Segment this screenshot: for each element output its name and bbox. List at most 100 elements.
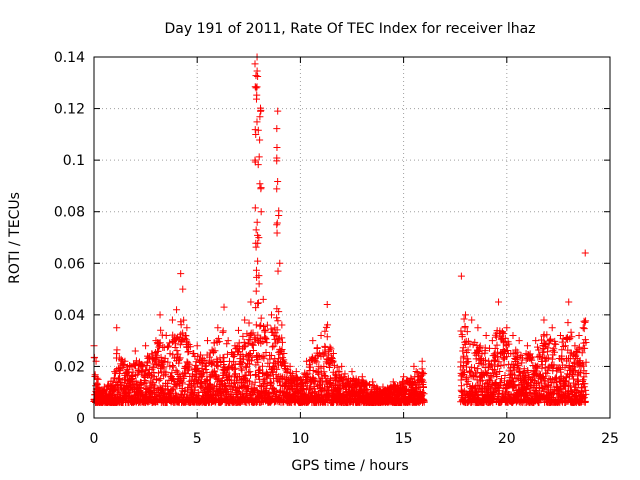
data-point [571,366,579,374]
data-point-spike [252,84,260,92]
data-point [174,350,182,358]
data-point [495,358,503,366]
data-point-spike [253,118,261,126]
data-point [548,355,556,363]
data-point [109,377,117,385]
data-point-spike [251,126,259,134]
data-point [261,328,269,336]
y-tick-label: 0.14 [54,50,85,66]
data-point [335,367,343,375]
data-point [194,352,202,360]
data-point [117,355,125,363]
data-point [168,369,176,377]
data-point-spike [256,136,264,144]
data-point [156,339,164,347]
data-point [249,329,257,337]
data-point [190,350,198,358]
data-point [259,323,267,331]
data-point [460,315,468,323]
data-point [113,346,121,354]
data-point [550,345,558,353]
data-point [575,343,583,351]
data-point [540,374,548,382]
data-point [173,347,181,355]
data-point [334,386,342,394]
data-point [575,380,583,388]
data-point-peak [338,362,346,370]
data-point [262,335,270,343]
data-point-peak [488,337,496,345]
data-point-peak [296,375,304,383]
data-point [561,364,569,372]
data-point [274,335,282,343]
data-point [567,328,575,336]
data-point-spike [273,157,281,165]
data-point-peak [556,331,564,339]
data-point [463,328,471,336]
data-point [581,344,589,352]
data-point [198,372,206,380]
data-point [148,365,156,373]
data-point [91,371,99,379]
data-point [547,335,555,343]
data-point [496,367,504,375]
data-point [256,382,264,390]
data-point [225,372,233,380]
data-point [264,371,272,379]
data-point [497,378,505,386]
data-point-peak [495,298,503,306]
data-point [493,372,501,380]
data-point [580,383,588,391]
data-point [207,360,215,368]
data-point [246,368,254,376]
data-point [175,355,183,363]
data-point [321,349,329,357]
data-point [491,345,499,353]
data-point [390,381,398,389]
data-point [582,339,590,347]
data-point [463,374,471,382]
data-point [176,354,184,362]
data-point-peak [482,331,490,339]
data-point [293,374,301,382]
data-point-peak [259,295,267,303]
data-point [534,378,542,386]
data-point [500,330,508,338]
data-point [164,358,172,366]
data-point [538,373,546,381]
data-point [543,331,551,339]
data-point [306,363,314,371]
data-point-peak [317,331,325,339]
data-point [166,339,174,347]
data-point [238,366,246,374]
data-point-spike [254,231,262,239]
data-point [580,325,588,333]
data-point-peak [263,321,271,329]
data-point [470,364,478,372]
data-point [567,388,575,396]
data-point [93,374,101,382]
data-point [522,386,530,394]
data-point [412,384,420,392]
data-point [486,377,494,385]
data-point [209,349,217,357]
data-point [474,365,482,373]
data-point-peak [571,342,579,350]
data-point [266,355,274,363]
data-point [322,377,330,385]
tick-labels: 0 0.02 0.04 0.06 0.08 0.1 0.12 0.14 0 5 10 15 20 25 [54,50,619,447]
data-point [494,362,502,370]
y-tick-label: 0 [76,411,85,427]
data-point [215,338,223,346]
data-point [485,382,493,390]
data-point [132,361,140,369]
data-point [327,345,335,353]
data-point [156,342,164,350]
data-point [529,376,537,384]
data-point-peak [579,324,587,332]
data-point-spike [256,180,264,188]
data-point [230,352,238,360]
data-point [132,377,140,385]
data-point [476,342,484,350]
